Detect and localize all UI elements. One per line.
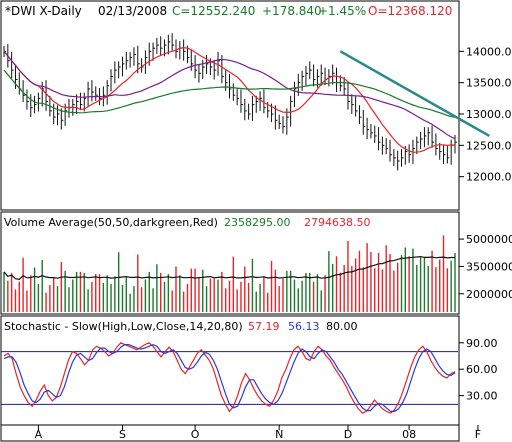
x-tick-label: S [119,428,126,441]
change-label: +178.840 [262,4,322,18]
y-tick-label: 12000.0 [466,171,512,184]
x-tick-label: N [275,428,283,441]
y-tick-label: 12500.0 [466,139,512,152]
axes: 14000.0 13500.0 13000.0 12500.0 12000.0 50000… [35,45,512,441]
x-tick-label: F [475,428,481,441]
y-tick-label: 2000000 [466,288,512,301]
x-tick-label: A [35,428,43,441]
stochastic-level-value: 80.00 [326,320,358,333]
y-tick-label: 3500000 [466,260,512,273]
volume-title: Volume Average(50,50,darkgreen,Red) [4,216,218,229]
sma-purple-line [3,50,456,140]
y-tick-label: 30.00 [466,390,498,403]
stochastic-panel [0,315,460,426]
volume-value-1: 2358295.00 [224,216,290,229]
date-label: 02/13/2008 [98,4,167,18]
volume-value-2: 2794638.50 [304,216,370,229]
pct-label: +1.45% [318,4,366,18]
close-label: C=12552.240 [172,4,255,18]
stochastic-d-value: 56.13 [288,320,320,333]
stochastic-line [3,342,456,414]
stochastic-line [3,343,456,412]
volume-plot [3,235,456,312]
sma-green-line [3,69,456,118]
y-tick-label: 90.00 [466,337,498,350]
y-tick-label: 60.00 [466,363,498,376]
open-label: O=12368.120 [368,4,452,18]
x-tick-label: D [344,428,352,441]
price-plot [3,33,491,171]
stochastic-plot [1,342,458,414]
y-tick-label: 13500.0 [466,77,512,90]
x-tick-label: O [191,428,200,441]
y-tick-label: 5000000 [466,233,512,246]
ema-red-line [3,46,455,153]
stochastic-k-value: 57.19 [248,320,280,333]
trendline [339,50,491,138]
stochastic-title: Stochastic - Slow(High,Low,Close,14,20,8… [4,320,243,333]
y-tick-label: 14000.0 [466,45,512,58]
price-panel [0,0,460,211]
x-axis-strip [0,424,460,442]
symbol-label: *DWI X-Daily [5,4,82,18]
y-tick-label: 13000.0 [466,108,512,121]
x-tick-label: 08 [402,428,416,441]
volume-average-line [3,255,455,280]
